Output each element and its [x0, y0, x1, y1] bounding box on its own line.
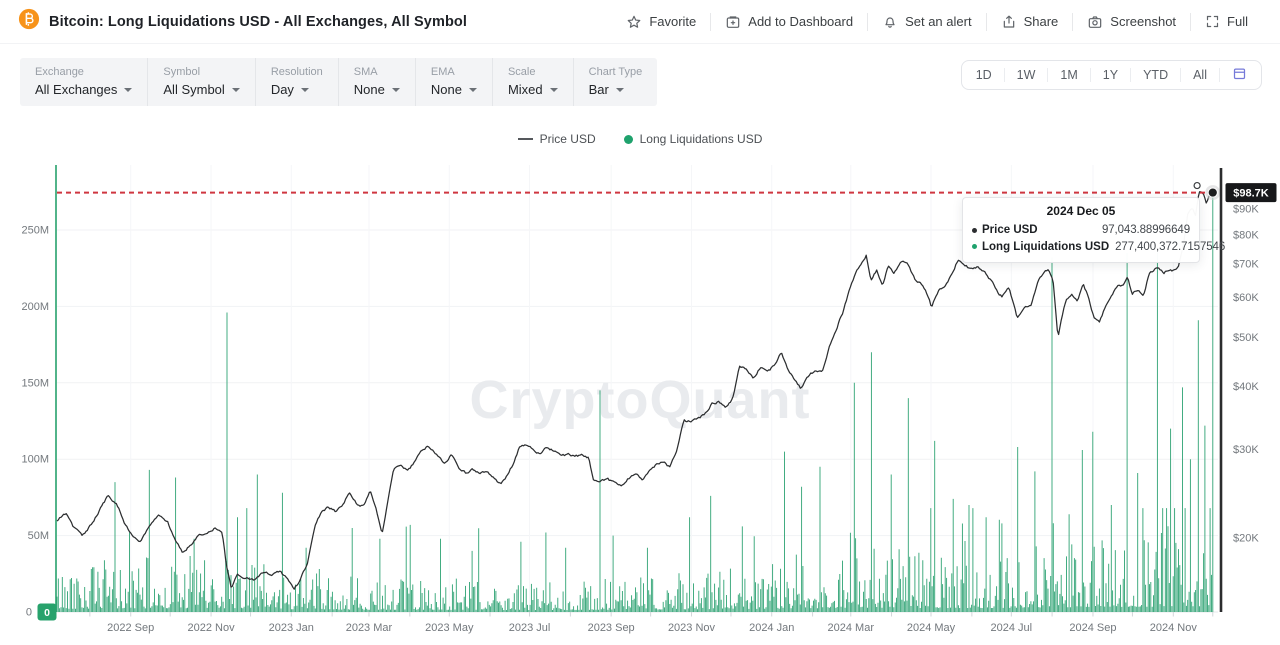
svg-text:2024 Nov: 2024 Nov — [1150, 622, 1198, 634]
scale-dropdown[interactable]: Scale Mixed — [493, 58, 574, 106]
add-to-dashboard-button[interactable]: Add to Dashboard — [711, 8, 867, 36]
add-to-dashboard-icon — [725, 14, 741, 30]
price-dot-icon — [972, 227, 977, 233]
chevron-down-icon — [468, 87, 477, 92]
svg-text:200M: 200M — [21, 301, 49, 313]
chart-canvas[interactable]: 50M 100M 150M 200M 250M CryptoQuant 0 0 2022 Sep… — [0, 160, 1280, 645]
tooltip-date: 2024 Dec 05 — [1046, 204, 1116, 218]
range-1m[interactable]: 1M — [1048, 61, 1089, 89]
svg-text:250M: 250M — [21, 225, 49, 237]
chevron-down-icon — [124, 87, 133, 92]
resolution-dropdown[interactable]: Resolution Day — [256, 58, 339, 106]
divider — [1180, 68, 1182, 82]
svg-text:$50K: $50K — [1233, 332, 1259, 344]
divider — [1190, 12, 1192, 31]
range-1d[interactable]: 1D — [964, 61, 1004, 89]
symbol-dropdown[interactable]: Symbol All Symbol — [148, 58, 256, 106]
svg-text:$30K: $30K — [1233, 444, 1259, 456]
favorite-button[interactable]: Favorite — [612, 8, 710, 36]
chevron-down-icon — [300, 87, 309, 92]
chart-tooltip: 2024 Dec 05 Price USD 97,043.88996649 Lo… — [962, 197, 1225, 263]
legend-line-swatch — [517, 138, 533, 140]
range-ytd[interactable]: YTD — [1131, 61, 1180, 89]
legend-dot-swatch — [623, 134, 633, 144]
chevron-down-icon — [615, 87, 624, 92]
svg-text:2023 Jul: 2023 Jul — [509, 622, 551, 634]
svg-text:$70K: $70K — [1233, 259, 1259, 271]
svg-text:50M: 50M — [28, 530, 49, 542]
svg-text:0: 0 — [44, 607, 50, 619]
header-actions: Favorite Add to Dashboard Set an alert S… — [612, 8, 1262, 36]
bitcoin-icon — [18, 8, 40, 35]
calendar-icon — [1232, 66, 1247, 84]
svg-text:$98.7K: $98.7K — [1233, 188, 1269, 200]
fullscreen-button[interactable]: Full — [1191, 8, 1262, 36]
divider — [1219, 68, 1220, 82]
tooltip-row-price: Price USD 97,043.88996649 — [972, 222, 1190, 239]
range-all[interactable]: All — [1181, 61, 1219, 89]
svg-text:2024 Mar: 2024 Mar — [828, 622, 875, 634]
svg-text:2022 Sep: 2022 Sep — [107, 622, 154, 634]
svg-text:2023 May: 2023 May — [425, 622, 474, 634]
svg-text:$40K: $40K — [1233, 381, 1259, 393]
chart-area: 50M 100M 150M 200M 250M CryptoQuant 0 0 2022 Sep… — [0, 160, 1280, 645]
screenshot-button[interactable]: Screenshot — [1073, 8, 1190, 36]
chart-settings-panel: Exchange All Exchanges Symbol All Symbol… — [20, 58, 658, 106]
share-button[interactable]: Share — [987, 8, 1073, 36]
svg-text:150M: 150M — [21, 377, 49, 389]
svg-text:2023 Nov: 2023 Nov — [668, 622, 716, 634]
chevron-down-icon — [549, 87, 558, 92]
legend-item-long-liquidations[interactable]: Long Liquidations USD — [623, 132, 762, 146]
svg-text:0: 0 — [26, 607, 32, 619]
svg-text:2023 Sep: 2023 Sep — [588, 622, 635, 634]
chevron-down-icon — [231, 87, 240, 92]
exchange-dropdown[interactable]: Exchange All Exchanges — [20, 58, 149, 106]
ema-dropdown[interactable]: EMA None — [416, 58, 493, 106]
liquidation-dot-icon — [972, 244, 977, 250]
legend-item-price-usd[interactable]: Price USD — [517, 132, 596, 146]
divider — [1003, 68, 1005, 82]
divider — [985, 12, 987, 31]
title-group: Bitcoin: Long Liquidations USD - All Exc… — [18, 8, 467, 35]
divider — [1130, 68, 1132, 82]
range-1w[interactable]: 1W — [1005, 61, 1048, 89]
svg-text:2024 Jul: 2024 Jul — [991, 622, 1033, 634]
svg-text:$90K: $90K — [1233, 204, 1259, 216]
svg-text:2022 Nov: 2022 Nov — [188, 622, 236, 634]
set-alert-button[interactable]: Set an alert — [868, 8, 986, 36]
divider — [867, 12, 869, 31]
chevron-down-icon — [391, 87, 400, 92]
chart-legend: Price USD Long Liquidations USD — [0, 132, 1280, 146]
divider — [1089, 68, 1091, 82]
share-icon — [1001, 14, 1017, 30]
svg-text:$80K: $80K — [1233, 229, 1259, 241]
svg-text:2024 Sep: 2024 Sep — [1069, 622, 1116, 634]
sma-dropdown[interactable]: SMA None — [339, 58, 416, 106]
tooltip-row-liquidations: Long Liquidations USD 277,400,372.715754… — [972, 239, 1225, 256]
svg-text:2024 Jan: 2024 Jan — [749, 622, 794, 634]
fullscreen-icon — [1205, 14, 1220, 29]
chart-header: Bitcoin: Long Liquidations USD - All Exc… — [0, 0, 1280, 44]
range-1y[interactable]: 1Y — [1091, 61, 1130, 89]
divider — [710, 12, 712, 31]
star-icon — [626, 14, 642, 30]
divider — [1072, 12, 1074, 31]
svg-text:$20K: $20K — [1233, 533, 1259, 545]
camera-icon — [1087, 14, 1103, 30]
svg-text:2023 Mar: 2023 Mar — [346, 622, 393, 634]
bell-icon — [882, 14, 898, 30]
chart-type-dropdown[interactable]: Chart Type Bar — [588, 66, 643, 97]
date-picker-button[interactable] — [1220, 61, 1259, 89]
svg-text:$60K: $60K — [1233, 292, 1259, 304]
page-title: Bitcoin: Long Liquidations USD - All Exc… — [49, 13, 467, 30]
svg-text:CryptoQuant: CryptoQuant — [470, 370, 811, 430]
svg-text:100M: 100M — [21, 454, 49, 466]
time-range-bar: 1D 1W 1M 1Y YTD All — [960, 60, 1262, 90]
svg-text:2024 May: 2024 May — [907, 622, 956, 634]
svg-text:2023 Jan: 2023 Jan — [269, 622, 314, 634]
divider — [1047, 68, 1049, 82]
